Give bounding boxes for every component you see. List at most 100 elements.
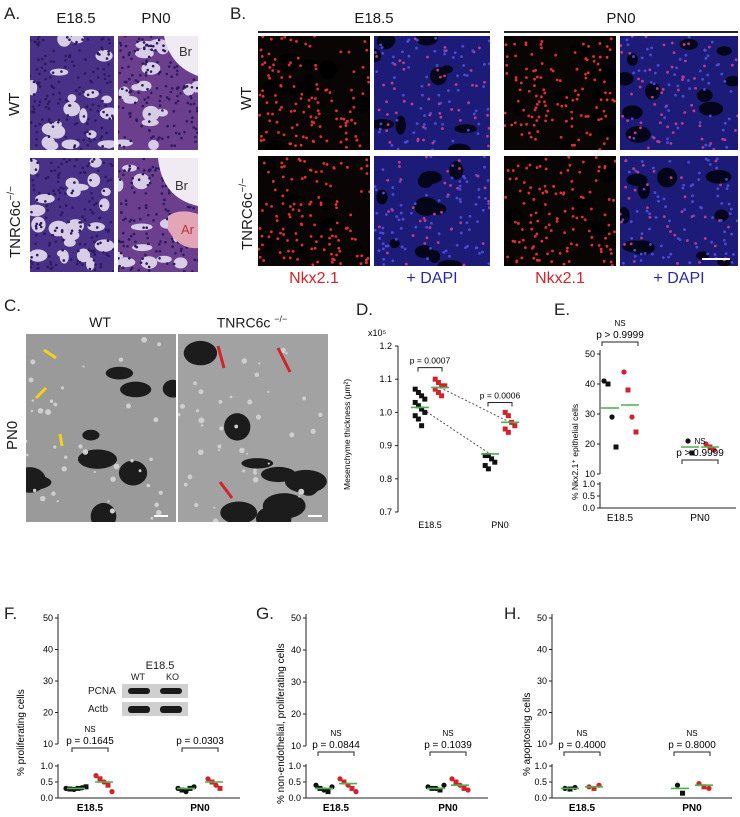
nucleus-dot — [652, 136, 656, 140]
nucleus — [35, 68, 39, 71]
nucleus-dot — [308, 202, 312, 206]
nucleus-dot — [486, 134, 489, 138]
nucleus-dot — [571, 187, 575, 191]
nucleus-dot — [433, 49, 437, 53]
nucleus — [190, 85, 194, 89]
nucleus-dot — [535, 258, 539, 262]
nucleus — [108, 41, 111, 45]
nucleus-dot — [325, 163, 329, 166]
nucleus — [122, 218, 125, 222]
panel-c-row-title-pn0: PN0 — [4, 420, 21, 450]
nucleus-dot — [339, 125, 342, 129]
nucleus — [131, 177, 134, 180]
nucleus — [83, 207, 87, 211]
nucleus — [194, 140, 197, 143]
nucleus — [119, 210, 123, 214]
nucleus-dot — [666, 70, 669, 74]
nucleus-dot — [442, 250, 446, 254]
surface-texture — [246, 452, 249, 455]
surface-texture — [178, 412, 181, 417]
nucleus-dot — [396, 147, 400, 150]
nucleus — [59, 186, 63, 190]
nucleus-dot — [339, 262, 343, 265]
nucleus — [134, 244, 137, 248]
nucleus — [53, 229, 57, 232]
nucleus — [142, 46, 146, 49]
nucleus-dot — [419, 106, 423, 110]
chart-f-point-ko — [213, 782, 219, 788]
nucleus-dot — [402, 99, 406, 103]
surface-texture — [187, 474, 193, 480]
nucleus-dot — [710, 40, 714, 44]
nucleus-dot — [715, 166, 719, 170]
nucleus-dot — [279, 231, 282, 235]
nucleus — [140, 124, 143, 128]
nucleus-dot — [455, 243, 459, 247]
nucleus — [34, 224, 38, 228]
nucleus-dot — [258, 113, 262, 117]
chart-h-ytick-label: 0.0 — [534, 793, 547, 803]
nucleus — [129, 115, 132, 118]
chart-d-xtick-label: E18.5 — [418, 520, 442, 530]
nucleus-dot — [381, 226, 385, 230]
nucleus-dot — [390, 81, 394, 85]
if-image-wt-e185-nkx — [258, 36, 370, 150]
nucleus-dot — [316, 87, 320, 91]
nucleus-dot — [458, 197, 462, 201]
nucleus-dot — [259, 134, 263, 138]
chart-d-point-wt — [415, 403, 421, 409]
nucleus-dot — [458, 119, 462, 122]
nucleus-dot — [391, 209, 394, 212]
nucleus-dot — [724, 252, 728, 256]
chart-e-point-ko — [711, 447, 717, 453]
nucleus-dot — [547, 223, 551, 227]
chart-d-point-ko — [505, 429, 511, 435]
nucleus — [154, 48, 157, 52]
nucleus — [48, 241, 51, 245]
nucleus — [105, 253, 109, 257]
nucleus — [35, 130, 38, 134]
chart-h-xtick-label: E18.5 — [569, 803, 596, 814]
nucleus — [95, 234, 99, 238]
nucleus — [64, 65, 67, 69]
nucleus — [178, 132, 181, 136]
nucleus — [141, 104, 145, 108]
surface-texture — [267, 462, 270, 465]
chart-d-point-wt — [485, 466, 491, 472]
nucleus-dot — [466, 244, 469, 248]
surface-texture — [298, 495, 301, 498]
nucleus-dot — [638, 85, 642, 89]
nucleus — [135, 118, 138, 121]
airspace — [589, 65, 605, 83]
airspace — [264, 139, 285, 150]
nucleus-dot — [629, 220, 633, 224]
nucleus-dot — [669, 252, 673, 256]
nucleus — [121, 240, 125, 244]
nucleus-dot — [527, 191, 531, 195]
nucleus-dot — [534, 106, 538, 110]
nucleus-dot — [667, 83, 671, 87]
nucleus-dot — [440, 210, 443, 214]
nucleus-dot — [687, 160, 690, 164]
nucleus-dot — [584, 57, 588, 60]
nucleus — [44, 97, 48, 101]
nucleus-dot — [518, 88, 522, 92]
nucleus-dot — [274, 100, 278, 104]
nucleus-dot — [640, 160, 644, 163]
nucleus-dot — [612, 198, 615, 202]
nucleus — [186, 101, 190, 105]
nucleus — [122, 145, 126, 149]
nucleus-dot — [258, 247, 260, 251]
surface-texture — [64, 455, 68, 459]
nucleus-dot — [487, 199, 490, 203]
nucleus-dot — [430, 221, 433, 225]
alveolar-space — [59, 249, 69, 264]
nucleus — [56, 180, 60, 184]
nucleus-dot — [481, 242, 485, 245]
nucleus-dot — [669, 176, 673, 180]
nucleus — [46, 102, 50, 106]
surface-texture — [197, 449, 204, 455]
nucleus-dot — [597, 165, 601, 169]
nucleus-dot — [365, 48, 369, 52]
airspace — [571, 203, 583, 219]
